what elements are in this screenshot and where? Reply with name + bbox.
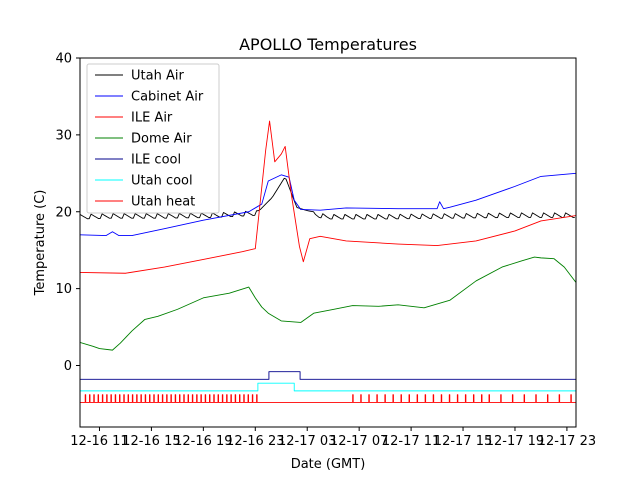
y-tick-label: 20 bbox=[55, 205, 72, 220]
x-tick-label: 12-16 19 bbox=[174, 434, 232, 449]
chart-title: APOLLO Temperatures bbox=[239, 35, 417, 54]
x-tick-label: 12-17 15 bbox=[434, 434, 492, 449]
legend-label-ile-cool: ILE cool bbox=[131, 153, 181, 168]
legend-label-utah-heat: Utah heat bbox=[131, 195, 195, 210]
x-tick-label: 12-17 11 bbox=[382, 434, 440, 449]
y-axis-label: Temperature (C) bbox=[33, 190, 48, 297]
x-tick-label: 12-17 19 bbox=[486, 434, 544, 449]
legend-label-cabinet-air: Cabinet Air bbox=[131, 90, 204, 105]
x-axis-label: Date (GMT) bbox=[291, 457, 366, 472]
y-tick-label: 10 bbox=[55, 282, 72, 297]
plot-frame bbox=[79, 57, 577, 428]
y-tick-label: 30 bbox=[55, 128, 72, 143]
series-line-cabinet-air bbox=[80, 172, 576, 237]
y-tick-label: 40 bbox=[55, 52, 72, 67]
x-tick-label: 12-16 11 bbox=[70, 434, 128, 449]
legend-label-utah-cool: Utah cool bbox=[131, 174, 193, 189]
series-line-ile-cool bbox=[80, 371, 576, 380]
legend-label-dome-air: Dome Air bbox=[131, 132, 192, 147]
series-line-utah-heat bbox=[80, 394, 576, 403]
x-tick-label: 12-17 07 bbox=[330, 434, 388, 449]
series-line-utah-cool bbox=[80, 382, 576, 392]
y-axis: 0 10 20 30 40 bbox=[55, 52, 80, 374]
series-line-ile-air bbox=[80, 120, 576, 274]
x-tick-label: 12-16 23 bbox=[226, 434, 284, 449]
legend-box bbox=[86, 63, 220, 214]
x-tick-label: 12-17 23 bbox=[538, 434, 596, 449]
x-tick-label: 12-16 15 bbox=[122, 434, 180, 449]
y-tick-label: 0 bbox=[64, 359, 72, 374]
series-line-utah-air bbox=[80, 177, 575, 220]
legend: Utah Air Cabinet Air ILE Air Dome Air ILE co… bbox=[86, 63, 220, 214]
series-line-dome-air bbox=[80, 256, 576, 351]
legend-label-ile-air: ILE Air bbox=[131, 111, 173, 126]
x-tick-label: 12-17 03 bbox=[278, 434, 336, 449]
legend-label-utah-air: Utah Air bbox=[131, 69, 184, 84]
series-layer bbox=[80, 120, 576, 403]
